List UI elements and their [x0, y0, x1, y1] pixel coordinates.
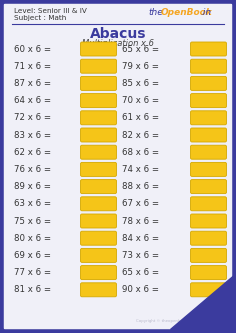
Text: 69 x 6 =: 69 x 6 = — [14, 251, 51, 260]
Text: 78 x 6 =: 78 x 6 = — [122, 216, 159, 225]
Text: 71 x 6 =: 71 x 6 = — [14, 62, 51, 71]
FancyBboxPatch shape — [80, 214, 117, 228]
Text: 61 x 6 =: 61 x 6 = — [122, 113, 159, 122]
Text: 89 x 6 =: 89 x 6 = — [14, 182, 51, 191]
FancyBboxPatch shape — [80, 42, 117, 56]
Text: 65 x 6 =: 65 x 6 = — [122, 268, 159, 277]
FancyBboxPatch shape — [190, 94, 227, 108]
Text: the: the — [148, 8, 163, 17]
FancyBboxPatch shape — [190, 266, 227, 280]
Text: Copyright © theopenbook.in. All rights reserved.: Copyright © theopenbook.in. All rights r… — [136, 319, 232, 323]
FancyBboxPatch shape — [190, 145, 227, 159]
FancyBboxPatch shape — [80, 163, 117, 176]
Text: Abacus: Abacus — [90, 27, 146, 41]
FancyBboxPatch shape — [80, 94, 117, 108]
Text: 73 x 6 =: 73 x 6 = — [122, 251, 159, 260]
FancyBboxPatch shape — [80, 197, 117, 211]
FancyBboxPatch shape — [190, 231, 227, 245]
Text: Level: Senior III & IV: Level: Senior III & IV — [14, 8, 87, 14]
Text: 87 x 6 =: 87 x 6 = — [14, 79, 51, 88]
FancyBboxPatch shape — [80, 248, 117, 262]
FancyBboxPatch shape — [190, 42, 227, 56]
FancyBboxPatch shape — [190, 163, 227, 176]
Text: 75 x 6 =: 75 x 6 = — [14, 216, 51, 225]
FancyBboxPatch shape — [190, 197, 227, 211]
Text: 79 x 6 =: 79 x 6 = — [122, 62, 159, 71]
Text: Subject : Math: Subject : Math — [14, 15, 66, 21]
Text: 81 x 6 =: 81 x 6 = — [14, 285, 51, 294]
Text: OpenBook: OpenBook — [161, 8, 213, 17]
FancyBboxPatch shape — [80, 59, 117, 73]
FancyBboxPatch shape — [190, 111, 227, 125]
Text: 68 x 6 =: 68 x 6 = — [122, 148, 159, 157]
FancyBboxPatch shape — [80, 76, 117, 90]
Text: Multiplication x 6: Multiplication x 6 — [82, 39, 154, 48]
Text: 63 x 6 =: 63 x 6 = — [14, 199, 51, 208]
Text: .in: .in — [200, 8, 211, 17]
FancyBboxPatch shape — [190, 214, 227, 228]
Text: 88 x 6 =: 88 x 6 = — [122, 182, 159, 191]
Text: 77 x 6 =: 77 x 6 = — [14, 268, 51, 277]
FancyBboxPatch shape — [190, 76, 227, 90]
FancyBboxPatch shape — [80, 266, 117, 280]
FancyBboxPatch shape — [190, 248, 227, 262]
FancyBboxPatch shape — [80, 179, 117, 193]
Text: 64 x 6 =: 64 x 6 = — [14, 96, 51, 105]
Text: 74 x 6 =: 74 x 6 = — [122, 165, 159, 174]
FancyBboxPatch shape — [80, 128, 117, 142]
FancyBboxPatch shape — [190, 59, 227, 73]
FancyBboxPatch shape — [80, 283, 117, 297]
FancyBboxPatch shape — [80, 145, 117, 159]
Text: 90 x 6 =: 90 x 6 = — [122, 285, 159, 294]
Text: 65 x 6 =: 65 x 6 = — [122, 45, 159, 54]
Text: 85 x 6 =: 85 x 6 = — [122, 79, 159, 88]
Text: 80 x 6 =: 80 x 6 = — [14, 234, 51, 243]
Text: 72 x 6 =: 72 x 6 = — [14, 113, 51, 122]
Polygon shape — [170, 273, 236, 329]
Text: 70 x 6 =: 70 x 6 = — [122, 96, 159, 105]
Text: 60 x 6 =: 60 x 6 = — [14, 45, 51, 54]
FancyBboxPatch shape — [190, 179, 227, 193]
FancyBboxPatch shape — [190, 128, 227, 142]
Text: 83 x 6 =: 83 x 6 = — [14, 131, 51, 140]
FancyBboxPatch shape — [80, 111, 117, 125]
Text: 82 x 6 =: 82 x 6 = — [122, 131, 159, 140]
Text: 84 x 6 =: 84 x 6 = — [122, 234, 159, 243]
FancyBboxPatch shape — [80, 231, 117, 245]
Text: 76 x 6 =: 76 x 6 = — [14, 165, 51, 174]
Text: 67 x 6 =: 67 x 6 = — [122, 199, 159, 208]
Text: 62 x 6 =: 62 x 6 = — [14, 148, 51, 157]
FancyBboxPatch shape — [190, 283, 227, 297]
